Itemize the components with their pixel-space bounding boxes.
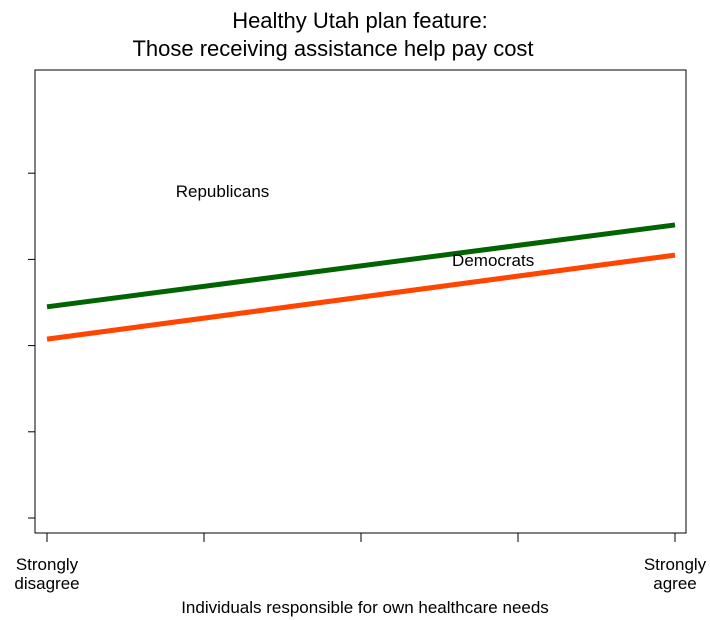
x-tick-label-4-1: agree [653,574,696,593]
chart-title-line-1: Healthy Utah plan feature: [232,8,488,33]
series-lines [46,222,676,342]
x-axis-label: Individuals responsible for own healthca… [181,598,549,617]
chart-title-line-2: Those receiving assistance help pay cost [132,36,533,61]
x-tick-label-0-0: Strongly [16,555,79,574]
series-line-democrats [46,252,676,342]
plot-frame [34,69,687,534]
series-label-republicans: Republicans [176,182,270,201]
x-tick-label-4-0: Strongly [644,555,707,574]
series-line-republicans [46,222,676,310]
series-labels: Republicans Democrats [176,182,535,270]
x-tick-label-0-1: disagree [14,574,79,593]
series-label-democrats: Democrats [452,251,534,270]
y-axis-ticks [28,172,35,519]
